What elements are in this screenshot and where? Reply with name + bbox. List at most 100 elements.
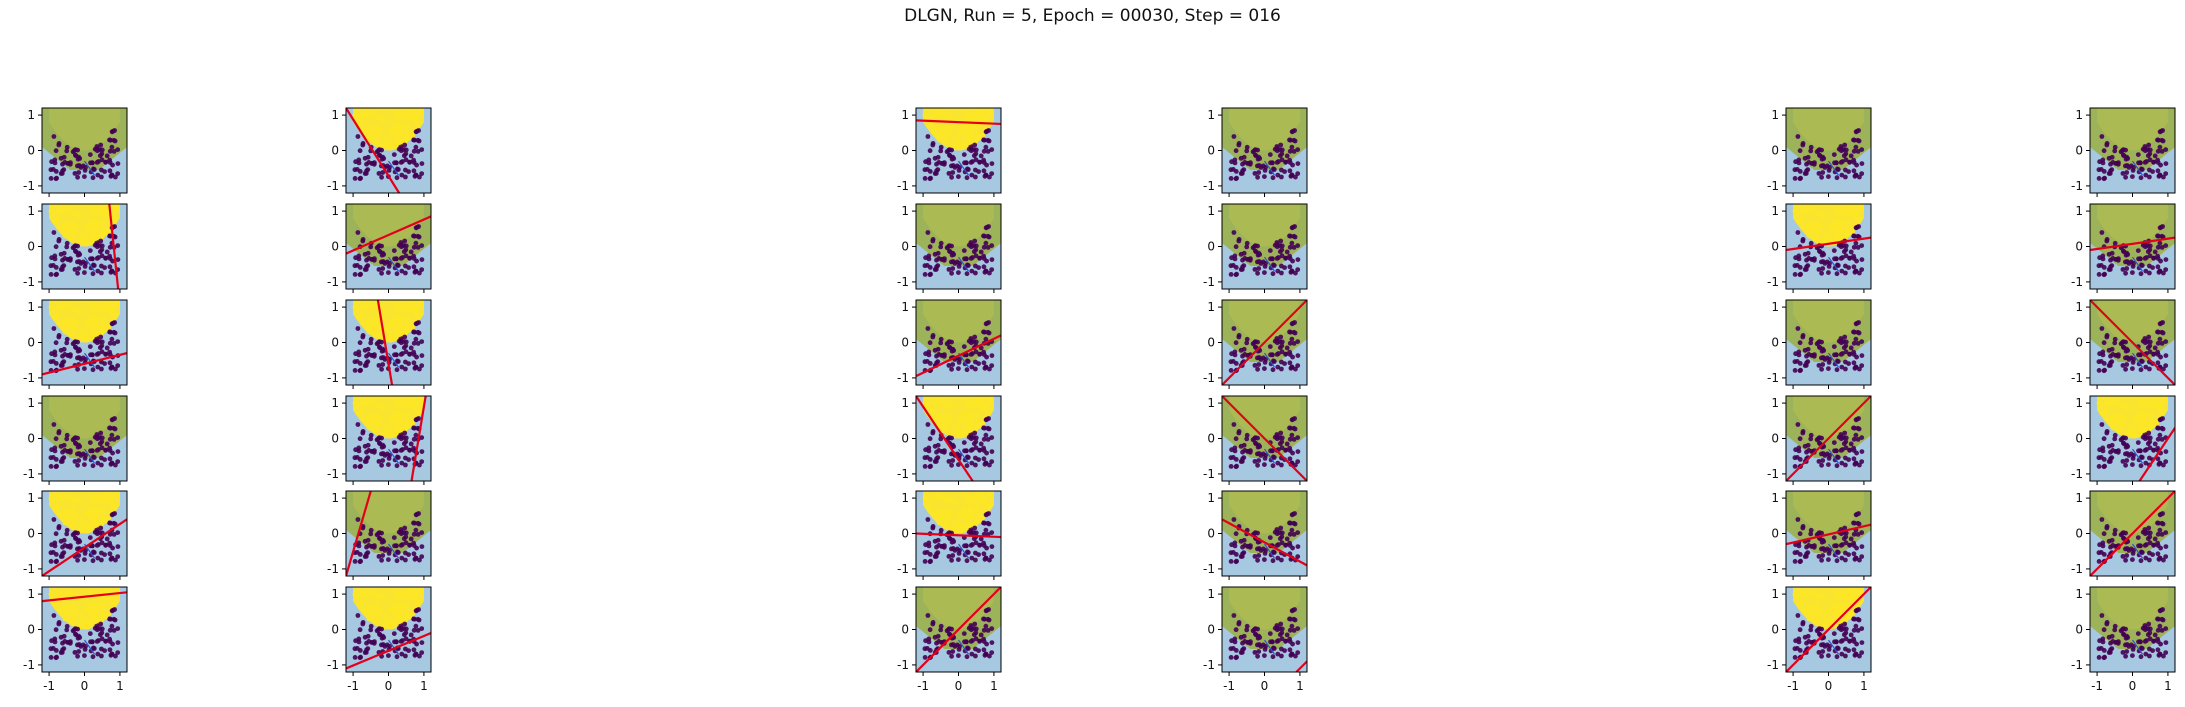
point-class-negative bbox=[355, 422, 361, 427]
y-tick-label: 1 bbox=[2075, 300, 2083, 314]
point-class-negative bbox=[2138, 271, 2144, 277]
point-class-negative bbox=[2151, 447, 2157, 453]
class-region-positive bbox=[1229, 300, 1300, 343]
point-class-negative bbox=[1256, 266, 1262, 271]
y-tick-label: 0 bbox=[1207, 336, 1215, 350]
point-class-negative bbox=[408, 441, 414, 447]
point-class-positive bbox=[2156, 407, 2162, 413]
point-class-negative bbox=[407, 255, 412, 261]
point-class-negative bbox=[399, 268, 405, 274]
point-class-positive bbox=[374, 415, 380, 420]
point-class-negative bbox=[2142, 148, 2148, 154]
point-class-positive bbox=[112, 205, 118, 210]
point-class-negative bbox=[90, 558, 96, 564]
point-class-negative bbox=[376, 363, 382, 368]
point-class-negative bbox=[54, 271, 59, 277]
point-class-negative bbox=[981, 456, 987, 462]
point-class-negative bbox=[60, 168, 65, 174]
point-class-positive bbox=[932, 112, 938, 118]
point-class-negative bbox=[394, 463, 400, 469]
point-class-negative bbox=[1843, 263, 1848, 269]
point-class-negative bbox=[1797, 361, 1803, 366]
point-class-negative bbox=[1815, 340, 1821, 346]
point-class-negative bbox=[2157, 460, 2163, 466]
point-class-positive bbox=[72, 229, 77, 235]
point-class-positive bbox=[386, 416, 392, 422]
point-class-negative bbox=[1274, 340, 1280, 346]
point-class-positive bbox=[943, 112, 948, 118]
point-class-negative bbox=[1843, 270, 1848, 276]
gating-arrow bbox=[958, 448, 969, 464]
point-class-negative bbox=[99, 455, 104, 461]
decision-boundary-line bbox=[916, 334, 1001, 378]
point-class-negative bbox=[375, 148, 381, 154]
point-class-negative bbox=[1843, 462, 1848, 468]
plot-area bbox=[1786, 204, 1871, 289]
point-class-negative bbox=[107, 540, 112, 546]
point-class-negative bbox=[1838, 352, 1844, 357]
point-class-negative bbox=[1848, 249, 1854, 255]
point-class-negative bbox=[380, 362, 386, 367]
point-class-negative bbox=[1231, 422, 1237, 427]
point-class-negative bbox=[1859, 257, 1865, 262]
point-class-negative bbox=[2113, 161, 2119, 166]
point-class-negative bbox=[2147, 151, 2153, 157]
point-class-negative bbox=[419, 363, 425, 368]
point-class-negative bbox=[1234, 463, 1239, 469]
point-class-negative bbox=[1262, 462, 1267, 467]
point-class-negative bbox=[386, 456, 392, 461]
y-tick-label: 1 bbox=[331, 396, 339, 410]
point-class-positive bbox=[93, 332, 98, 338]
point-class-negative bbox=[1853, 240, 1859, 246]
point-class-negative bbox=[956, 264, 962, 269]
subplot-r2-c3: 10-1 bbox=[1203, 299, 1308, 389]
point-class-negative bbox=[984, 258, 989, 264]
point-class-negative bbox=[109, 432, 115, 438]
point-class-negative bbox=[969, 268, 975, 274]
point-class-negative bbox=[2102, 175, 2108, 181]
point-class-negative bbox=[48, 550, 54, 556]
point-class-negative bbox=[1290, 258, 1295, 264]
point-class-negative bbox=[365, 250, 371, 256]
point-class-negative bbox=[938, 244, 944, 250]
subplot-r0-c3: 10-1 bbox=[1203, 107, 1308, 197]
point-class-negative bbox=[1228, 359, 1234, 365]
point-class-negative bbox=[946, 171, 952, 176]
plot-area bbox=[42, 204, 127, 289]
point-class-negative bbox=[2123, 174, 2129, 180]
point-class-negative bbox=[961, 152, 967, 158]
point-class-negative bbox=[53, 265, 59, 270]
point-class-negative bbox=[1295, 353, 1301, 358]
class-region-positive bbox=[1229, 396, 1300, 439]
point-class-negative bbox=[1792, 455, 1798, 461]
point-class-negative bbox=[107, 329, 112, 335]
point-class-negative bbox=[369, 257, 375, 262]
point-class-positive bbox=[366, 321, 371, 327]
point-class-positive bbox=[2153, 396, 2159, 401]
point-class-negative bbox=[2159, 341, 2165, 346]
point-class-positive bbox=[979, 108, 985, 113]
point-class-negative bbox=[1295, 435, 1301, 440]
point-class-negative bbox=[104, 345, 110, 351]
point-class-negative bbox=[1231, 326, 1237, 331]
y-tick-label: 0 bbox=[1207, 240, 1215, 254]
point-class-negative bbox=[415, 149, 421, 154]
y-tick-label: 0 bbox=[2075, 240, 2083, 254]
point-class-negative bbox=[365, 442, 371, 448]
point-class-negative bbox=[968, 448, 974, 453]
point-class-negative bbox=[375, 244, 381, 250]
point-class-negative bbox=[104, 536, 110, 542]
point-class-negative bbox=[2155, 157, 2161, 163]
point-class-negative bbox=[53, 436, 59, 442]
point-class-negative bbox=[419, 257, 425, 262]
point-class-negative bbox=[1856, 426, 1862, 432]
point-class-negative bbox=[2096, 455, 2102, 461]
point-class-negative bbox=[2108, 449, 2113, 455]
point-class-negative bbox=[1268, 160, 1273, 166]
point-class-negative bbox=[1851, 436, 1857, 442]
point-class-negative bbox=[1291, 245, 1297, 250]
point-class-negative bbox=[380, 266, 386, 271]
point-class-negative bbox=[2099, 230, 2105, 235]
point-class-negative bbox=[1800, 238, 1806, 244]
point-class-positive bbox=[394, 133, 399, 138]
